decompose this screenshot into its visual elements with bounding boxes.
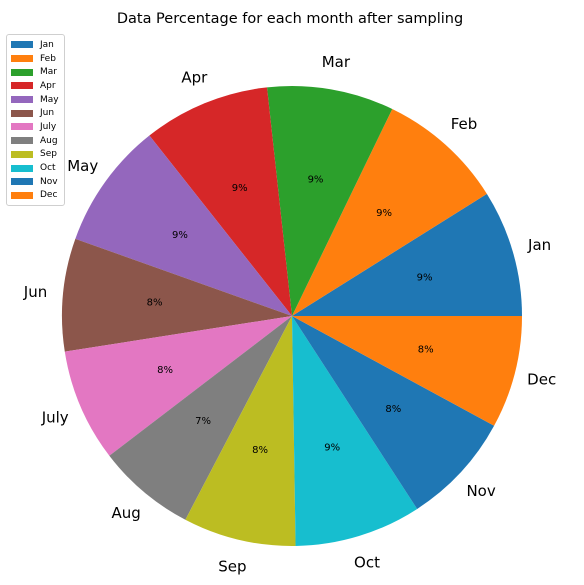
legend-item-apr: Apr [11,79,59,93]
legend-label: Jan [40,39,54,50]
pie-slice-mar [267,85,393,316]
percent-label-may: 9% [172,230,188,241]
pie-slice-aug [109,316,292,520]
percent-label-sep: 8% [252,445,268,456]
pie-slices [62,85,522,546]
pie-slice-may [75,135,292,316]
legend-swatch [11,109,33,117]
percent-label-dec: 8% [418,345,434,356]
percent-labels: 9% 9% 9% 9% 9% 8% 8% 7% 8% 9% 8% 8% [147,175,434,456]
legend-label: Apr [40,80,56,91]
category-label-may: May [67,157,98,175]
percent-label-feb: 9% [376,208,392,219]
legend-label: Jun [40,108,55,119]
category-label-jun: Jun [23,283,47,301]
pie-slice-july [64,316,292,456]
legend-label: July [40,121,57,132]
legend-item-dec: Dec [11,189,59,203]
legend-swatch [11,55,33,63]
legend-swatch [11,164,33,172]
legend-swatch [11,96,33,104]
pie-slice-apr [149,87,292,316]
legend-swatch [11,82,33,90]
pie-slice-feb [292,109,487,316]
pie-slice-sep [185,316,296,546]
legend-item-mar: Mar [11,65,59,79]
legend-item-july: July [11,120,59,134]
legend-swatch [11,178,33,186]
pie-slice-jan [292,193,522,316]
legend: Jan Feb Mar Apr May Jun July Aug Sep Oct Nov Dec [6,34,65,207]
category-label-dec: Dec [527,370,556,388]
percent-label-aug: 7% [195,416,211,427]
legend-label: Nov [40,176,58,187]
legend-label: Feb [40,53,56,64]
legend-swatch [11,41,33,49]
legend-label: May [40,94,59,105]
legend-label: Dec [40,190,58,201]
category-labels: Jan Feb Mar Apr May Jun July Aug Sep Oct Nov Dec [23,53,556,575]
legend-label: Oct [40,163,56,174]
pie-slice-jun [62,238,293,352]
percent-label-mar: 9% [308,175,324,186]
legend-swatch [11,150,33,158]
legend-item-jun: Jun [11,106,59,120]
legend-swatch [11,123,33,131]
percent-label-jun: 8% [147,298,163,309]
legend-item-sep: Sep [11,148,59,162]
legend-label: Aug [40,135,58,146]
legend-item-aug: Aug [11,134,59,148]
legend-swatch [11,137,33,145]
chart-title: Data Percentage for each month after sam… [117,11,463,27]
percent-label-apr: 9% [232,183,248,194]
category-label-mar: Mar [322,53,351,71]
legend-item-oct: Oct [11,161,59,175]
legend-item-may: May [11,93,59,107]
legend-item-nov: Nov [11,175,59,189]
legend-label: Mar [40,67,57,78]
pie-slice-nov [292,316,495,509]
pie-slice-dec [292,316,522,426]
percent-label-jan: 9% [417,272,433,283]
legend-item-jan: Jan [11,38,59,52]
category-label-apr: Apr [181,69,208,87]
category-label-sep: Sep [218,558,246,576]
pie-slice-oct [292,316,418,546]
category-label-oct: Oct [354,553,380,571]
percent-label-oct: 9% [324,443,340,454]
category-label-july: July [41,408,69,426]
legend-swatch [11,191,33,199]
category-label-nov: Nov [466,482,495,500]
percent-label-july: 8% [157,365,173,376]
percent-label-nov: 8% [385,404,401,415]
legend-label: Sep [40,149,57,160]
category-label-aug: Aug [111,504,140,522]
legend-item-feb: Feb [11,52,59,66]
category-label-jan: Jan [527,236,551,254]
legend-swatch [11,68,33,76]
category-label-feb: Feb [451,115,478,133]
